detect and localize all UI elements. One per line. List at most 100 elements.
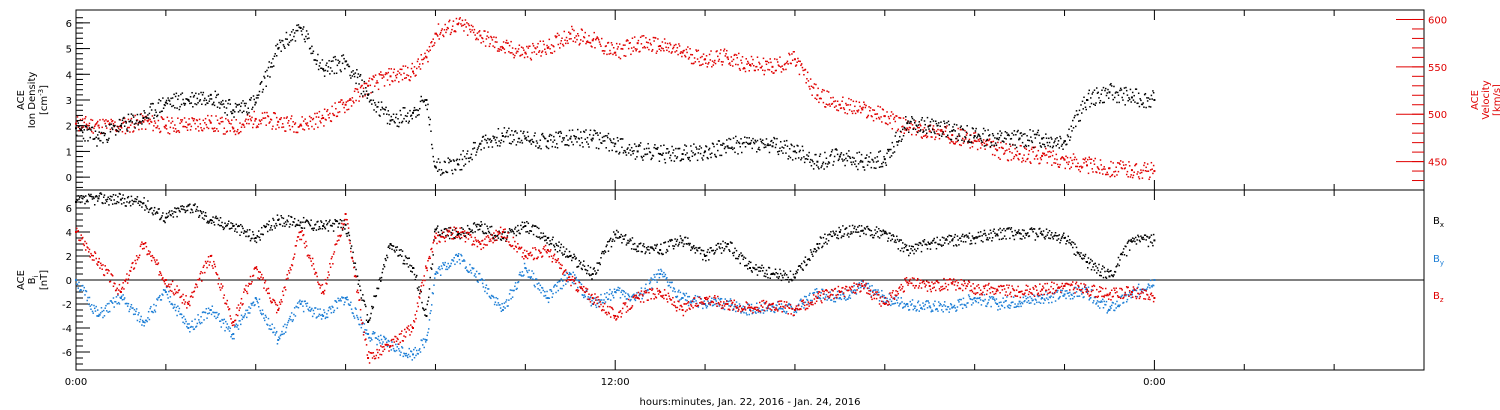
by-sample [214, 311, 217, 314]
density-sample [352, 70, 354, 72]
bx-sample [380, 280, 382, 282]
bx-sample [82, 195, 85, 198]
velocity-sample [375, 82, 378, 84]
density-sample [223, 106, 226, 108]
velocity-sample [230, 123, 232, 125]
bx-sample [219, 224, 221, 227]
bx-sample [642, 244, 644, 247]
velocity-sample [296, 131, 299, 134]
bx-sample [581, 268, 583, 271]
bx-sample [909, 252, 912, 254]
density-sample [382, 108, 384, 110]
density-sample [271, 66, 273, 68]
bx-sample [947, 243, 950, 245]
velocity-sample [306, 122, 309, 124]
velocity-sample [1111, 173, 1114, 176]
density-sample [577, 128, 579, 131]
density-sample [599, 132, 601, 134]
velocity-sample [161, 117, 163, 119]
velocity-sample [1131, 176, 1134, 179]
density-point [299, 27, 302, 29]
by-sample [185, 320, 187, 323]
bx-sample [758, 266, 761, 269]
velocity-sample [587, 41, 589, 44]
density-sample [931, 118, 933, 121]
density-sample [1060, 137, 1062, 140]
bx-sample [1089, 258, 1092, 261]
bx-sample [225, 225, 227, 228]
density-sample [499, 145, 501, 147]
bx-point [1108, 275, 1111, 278]
density-sample [663, 158, 666, 161]
velocity-sample [475, 38, 477, 41]
density-sample [213, 101, 215, 104]
bx-sample [655, 245, 658, 247]
density-point [681, 153, 684, 155]
by-sample [175, 306, 178, 309]
velocity-sample [761, 65, 763, 68]
velocity-sample [1075, 158, 1078, 161]
bx-sample [445, 234, 447, 237]
velocity-sample [439, 31, 442, 34]
velocity-sample [98, 127, 100, 129]
density-sample [973, 137, 975, 139]
bx-sample [400, 249, 402, 251]
bx-sample [835, 230, 837, 233]
density-sample [788, 155, 790, 157]
bx-sample [560, 243, 563, 246]
bx-sample [825, 238, 828, 240]
bx-sample [350, 247, 352, 250]
bx-sample [377, 287, 380, 290]
density-sample [939, 125, 941, 127]
by-sample [172, 307, 175, 309]
by-sample [296, 302, 299, 304]
by-sample [141, 324, 143, 326]
density-sample [1075, 125, 1077, 128]
velocity-sample [330, 120, 333, 123]
density-sample [1132, 99, 1135, 101]
by-sample [436, 271, 438, 273]
density-sample [1111, 94, 1114, 96]
velocity-sample [1036, 154, 1038, 157]
density-sample [1043, 143, 1046, 146]
bx-sample [1039, 232, 1042, 235]
density-sample [535, 140, 538, 142]
density-sample [170, 97, 172, 100]
density-sample [860, 159, 862, 162]
velocity-sample [531, 51, 533, 54]
density-sample [574, 138, 577, 140]
bx-sample [723, 249, 725, 252]
velocity-sample [661, 41, 664, 43]
bx-sample [80, 195, 82, 197]
velocity-sample [830, 97, 832, 99]
density-sample [712, 143, 715, 145]
by-sample [433, 284, 435, 286]
density-sample [763, 146, 765, 149]
velocity-sample [231, 126, 234, 128]
velocity-sample [744, 67, 746, 70]
velocity-sample [908, 129, 910, 131]
bx-sample [956, 235, 959, 237]
bx-sample [831, 235, 834, 238]
bx-sample [399, 254, 402, 256]
velocity-sample [548, 38, 551, 41]
bx-sample [871, 233, 873, 236]
by-sample [369, 340, 372, 342]
density-sample [235, 106, 238, 108]
velocity-sample [410, 67, 413, 70]
velocity-sample [612, 53, 614, 56]
density-sample [414, 109, 416, 111]
by-sample [370, 337, 372, 339]
by-sample [85, 290, 88, 293]
velocity-sample [1052, 150, 1055, 152]
density-sample [609, 139, 612, 142]
bx-sample [1147, 245, 1150, 248]
bx-sample [506, 235, 509, 237]
velocity-sample [807, 80, 810, 82]
density-sample [1101, 89, 1103, 92]
by-sample [422, 338, 425, 340]
density-sample [878, 166, 881, 168]
velocity-sample [472, 25, 474, 28]
bx-sample [186, 209, 189, 212]
bx-sample [86, 199, 88, 202]
